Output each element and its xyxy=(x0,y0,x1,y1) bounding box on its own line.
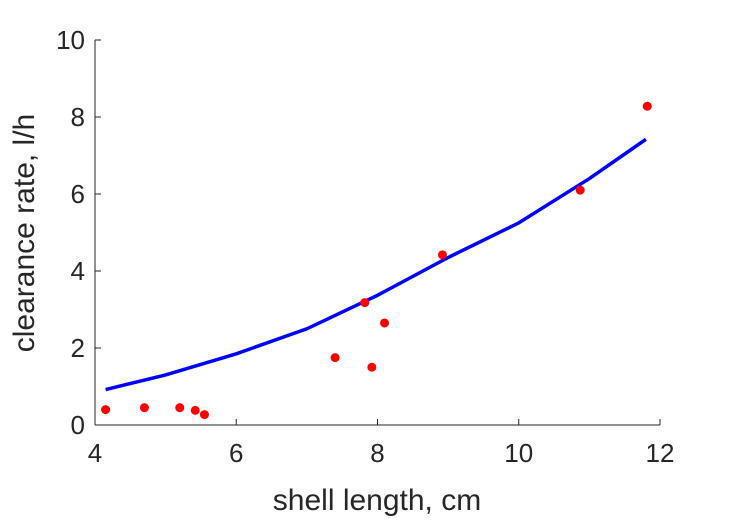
x-axis-label: shell length, cm xyxy=(273,484,481,517)
data-point xyxy=(642,101,652,111)
x-tick-label: 8 xyxy=(370,438,384,468)
data-point xyxy=(575,185,585,195)
data-point xyxy=(360,298,370,308)
y-tick-label: 0 xyxy=(71,410,85,440)
axes: 4 6 8 10 12 0 2 4 6 8 10 xyxy=(56,25,674,468)
data-point xyxy=(330,353,340,363)
y-tick-label: 10 xyxy=(56,25,85,55)
data-point xyxy=(190,405,200,415)
data-point xyxy=(139,403,149,413)
x-tick-label: 12 xyxy=(646,438,675,468)
y-tick-label: 2 xyxy=(71,333,85,363)
y-tick-label: 4 xyxy=(71,256,85,286)
plot-area xyxy=(101,101,652,420)
fit-curve xyxy=(105,137,647,392)
data-point xyxy=(101,405,111,415)
y-axis-label: clearance rate, l/h xyxy=(8,114,41,352)
data-point xyxy=(175,403,185,413)
x-tick-label: 6 xyxy=(229,438,243,468)
data-point xyxy=(367,362,377,372)
y-tick-label: 8 xyxy=(71,102,85,132)
x-tick-label: 4 xyxy=(88,438,102,468)
x-tick-label: 10 xyxy=(504,438,533,468)
y-tick-label: 6 xyxy=(71,179,85,209)
data-point xyxy=(437,250,447,260)
data-point xyxy=(199,410,209,420)
data-point xyxy=(380,318,390,328)
